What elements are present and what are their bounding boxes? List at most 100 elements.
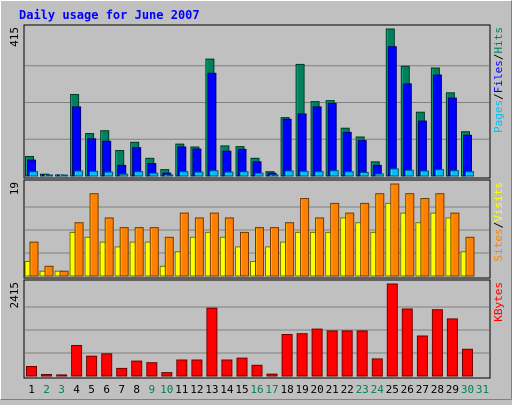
bar-kbytes-day-18 bbox=[281, 334, 293, 377]
bar-kbytes-day-16 bbox=[251, 364, 263, 377]
bar-pages-day-13 bbox=[209, 170, 219, 177]
bar-pages-day-1 bbox=[29, 171, 38, 177]
x-tick-day-31: 31 bbox=[476, 383, 489, 396]
bar-pages-day-16 bbox=[254, 172, 264, 177]
x-tick-day-28: 28 bbox=[431, 383, 444, 396]
bar-kbytes-day-19 bbox=[296, 333, 308, 377]
series-kbytes bbox=[26, 283, 473, 377]
bar-sites-day-16 bbox=[255, 227, 264, 277]
bar-pages-day-15 bbox=[239, 171, 249, 177]
bar-pages-day-4 bbox=[74, 170, 84, 177]
x-tick-day-13: 13 bbox=[205, 383, 218, 396]
bar-sites-day-26 bbox=[405, 193, 415, 277]
bar-sites-day-12 bbox=[194, 217, 204, 277]
bar-kbytes-day-14 bbox=[221, 359, 233, 377]
bar-kbytes-day-8 bbox=[131, 360, 143, 377]
bar-kbytes-day-4 bbox=[71, 345, 83, 377]
bar-sites-day-19 bbox=[300, 198, 310, 277]
bar-pages-day-8 bbox=[134, 171, 144, 177]
bar-kbytes-day-11 bbox=[176, 359, 188, 377]
x-tick-day-18: 18 bbox=[280, 383, 293, 396]
bar-pages-day-30 bbox=[465, 171, 474, 177]
legend: Sites/Visits bbox=[492, 182, 505, 262]
bar-pages-day-29 bbox=[449, 170, 459, 177]
x-tick-day-27: 27 bbox=[416, 383, 429, 396]
x-tick-day-1: 1 bbox=[28, 383, 35, 396]
bar-kbytes-day-5 bbox=[86, 355, 98, 377]
legend-entry: Hits bbox=[492, 27, 505, 54]
bar-pages-day-23 bbox=[359, 172, 369, 177]
bar-kbytes-day-6 bbox=[101, 353, 113, 377]
bar-pages-day-24 bbox=[374, 173, 384, 177]
bar-sites-day-5 bbox=[89, 193, 99, 277]
bar-pages-day-19 bbox=[299, 170, 309, 177]
bar-sites-day-9 bbox=[149, 227, 159, 277]
legend-separator: / bbox=[492, 54, 505, 61]
x-tick-day-24: 24 bbox=[371, 383, 385, 396]
bar-sites-day-25 bbox=[390, 183, 400, 277]
bar-kbytes-day-30 bbox=[462, 348, 473, 377]
bar-kbytes-day-2 bbox=[41, 374, 52, 377]
x-tick-day-22: 22 bbox=[341, 383, 354, 396]
bar-kbytes-day-27 bbox=[416, 335, 428, 377]
bar-kbytes-day-13 bbox=[206, 307, 218, 377]
bar-kbytes-day-25 bbox=[386, 283, 398, 377]
bar-kbytes-day-24 bbox=[371, 358, 383, 377]
x-tick-day-8: 8 bbox=[133, 383, 140, 396]
x-tick-day-3: 3 bbox=[58, 383, 65, 396]
x-tick-day-30: 30 bbox=[461, 383, 474, 396]
bar-pages-day-11 bbox=[179, 171, 189, 177]
bar-sites-day-22 bbox=[345, 212, 355, 277]
bar-sites-day-18 bbox=[285, 222, 295, 277]
bar-sites-day-2 bbox=[44, 265, 54, 277]
bar-sites-day-23 bbox=[360, 202, 370, 277]
legend-entry: Sites bbox=[492, 228, 505, 261]
bar-sites-day-6 bbox=[104, 217, 114, 277]
bar-pages-day-10 bbox=[164, 174, 174, 177]
bar-sites-day-27 bbox=[420, 198, 430, 277]
panel-visits-sites: 19 Sites/Visits bbox=[8, 179, 505, 279]
bar-sites-day-30 bbox=[465, 236, 475, 277]
y-max-label: 415 bbox=[8, 27, 21, 47]
bar-pages-day-25 bbox=[389, 168, 399, 177]
x-tick-day-7: 7 bbox=[118, 383, 125, 396]
bar-pages-day-27 bbox=[419, 170, 429, 177]
bar-pages-day-20 bbox=[314, 171, 324, 177]
legend-entry: Pages bbox=[492, 100, 505, 133]
bar-kbytes-day-12 bbox=[191, 359, 203, 377]
legend: Pages/Files/Hits bbox=[492, 27, 505, 133]
bar-sites-day-29 bbox=[450, 212, 460, 277]
bar-sites-day-17 bbox=[270, 227, 279, 277]
x-tick-day-10: 10 bbox=[160, 383, 173, 396]
bar-kbytes-day-22 bbox=[341, 330, 353, 377]
bar-sites-day-7 bbox=[119, 227, 129, 277]
x-tick-day-6: 6 bbox=[103, 383, 110, 396]
bar-pages-day-26 bbox=[404, 169, 414, 177]
bar-kbytes-day-7 bbox=[116, 367, 128, 377]
series-pages bbox=[29, 168, 474, 177]
x-tick-day-4: 4 bbox=[73, 383, 80, 396]
y-max-label: 2415 bbox=[8, 282, 21, 309]
x-tick-day-2: 2 bbox=[43, 383, 50, 396]
x-tick-day-9: 9 bbox=[148, 383, 155, 396]
bar-kbytes-day-9 bbox=[146, 362, 158, 377]
bar-pages-day-3 bbox=[59, 174, 69, 177]
x-tick-day-12: 12 bbox=[190, 383, 203, 396]
bar-pages-day-2 bbox=[44, 174, 53, 177]
bar-sites-day-15 bbox=[240, 231, 249, 277]
bar-sites-day-24 bbox=[375, 193, 385, 277]
bar-kbytes-day-20 bbox=[311, 328, 323, 377]
x-tick-day-5: 5 bbox=[88, 383, 95, 396]
bar-kbytes-day-28 bbox=[431, 309, 443, 377]
bar-kbytes-day-10 bbox=[161, 372, 173, 377]
bar-sites-day-28 bbox=[435, 193, 445, 277]
bar-pages-day-17 bbox=[269, 174, 279, 177]
legend-entry: KBytes bbox=[492, 282, 505, 322]
bar-kbytes-day-3 bbox=[56, 374, 68, 377]
x-tick-day-26: 26 bbox=[401, 383, 414, 396]
bar-pages-day-9 bbox=[149, 172, 159, 177]
legend-separator: / bbox=[492, 93, 505, 100]
x-tick-day-14: 14 bbox=[220, 383, 234, 396]
panel-kbytes: 2415 KBytes bbox=[8, 279, 505, 379]
